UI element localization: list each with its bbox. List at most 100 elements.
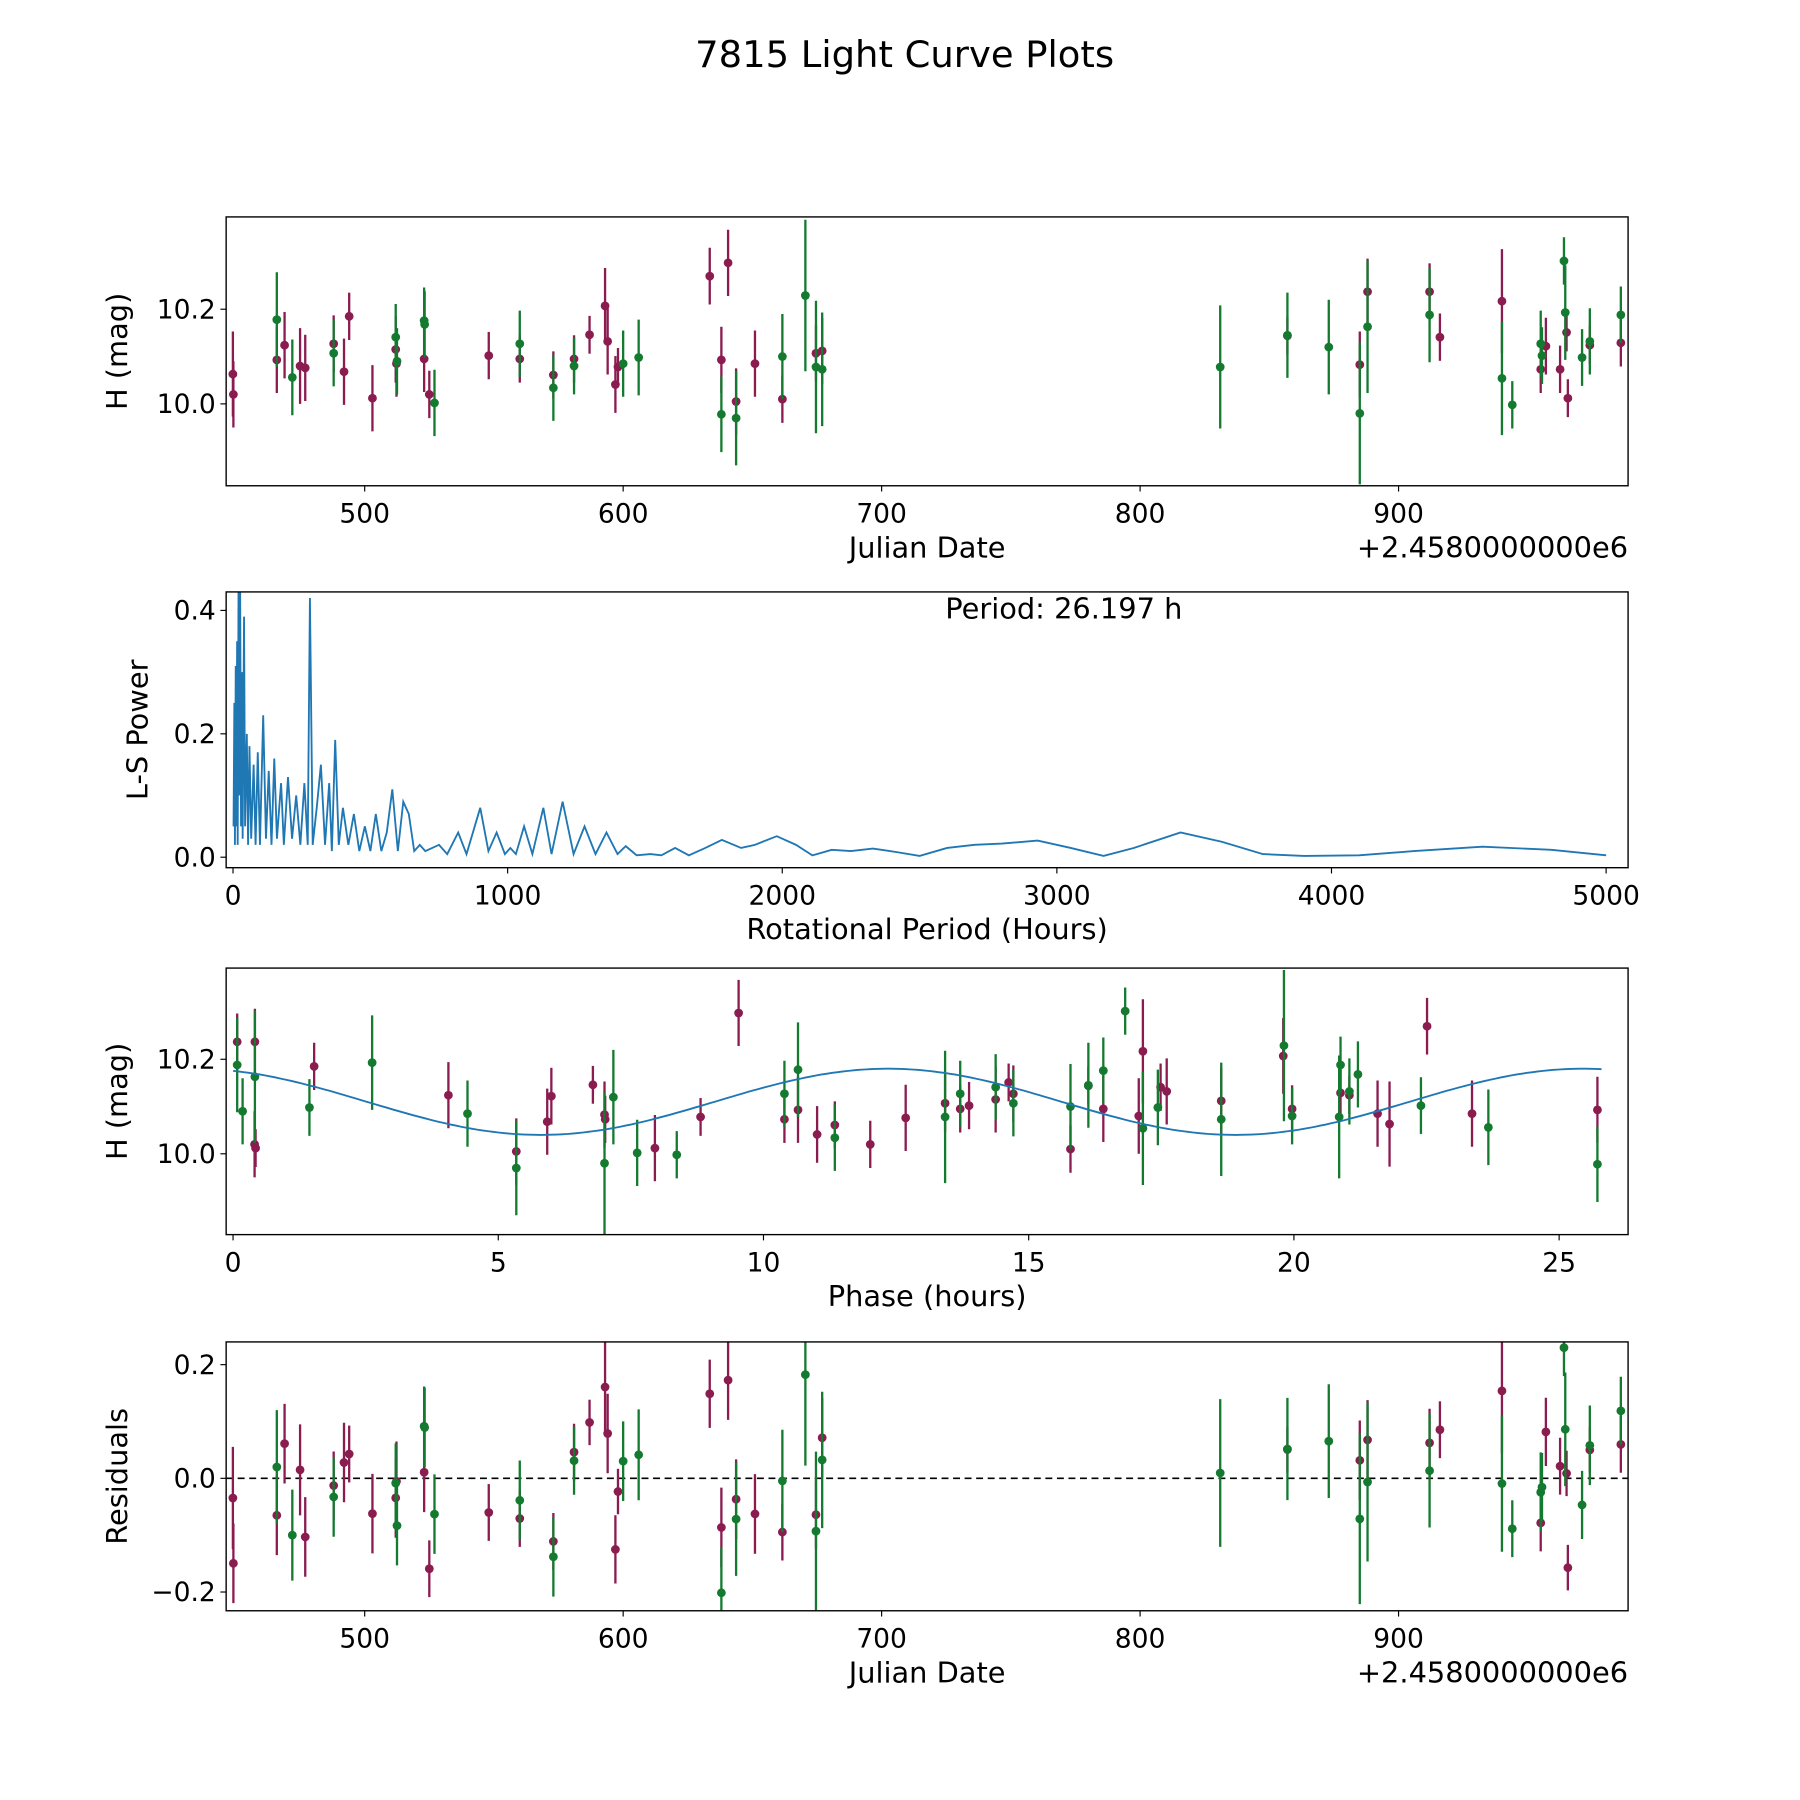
data-point xyxy=(1098,1104,1108,1114)
data-point xyxy=(800,1370,810,1380)
axes-frame xyxy=(225,591,1629,869)
data-point xyxy=(793,1065,803,1075)
data-point xyxy=(1120,1006,1130,1016)
data-point xyxy=(817,364,827,374)
data-point xyxy=(430,398,439,408)
y-axis-label: L-S Power xyxy=(121,659,155,800)
data-point xyxy=(1345,1087,1354,1096)
data-point xyxy=(1507,400,1517,410)
data-point xyxy=(1483,1122,1493,1132)
x-offset-text: +2.4580000000e6 xyxy=(1357,530,1628,564)
x-tick-label: 25 xyxy=(1542,1248,1576,1279)
data-point xyxy=(300,363,310,373)
data-point xyxy=(368,393,377,403)
residuals-panel: 500 600 700 800 900 −0.2 0.0 0.2 Julian Date Resi… xyxy=(100,1341,1629,1689)
data-point xyxy=(1560,1424,1570,1434)
data-point xyxy=(634,353,644,362)
data-point xyxy=(1497,373,1507,383)
data-point xyxy=(672,1150,682,1160)
data-point xyxy=(1363,322,1372,332)
data-point xyxy=(696,1112,705,1122)
data-point xyxy=(716,1588,726,1598)
data-point xyxy=(716,355,726,365)
data-point xyxy=(419,1467,429,1477)
data-point xyxy=(777,1476,787,1486)
data-point xyxy=(1593,1105,1602,1115)
data-point xyxy=(901,1113,911,1123)
data-point xyxy=(964,1101,974,1110)
y-axis-label: H (mag) xyxy=(100,293,134,410)
data-point xyxy=(1324,1436,1334,1446)
data-point xyxy=(618,359,628,369)
data-point xyxy=(734,1008,743,1018)
y-tick-label: 0.2 xyxy=(174,1350,216,1381)
data-point xyxy=(865,1139,875,1149)
data-point xyxy=(1138,1046,1148,1056)
data-point xyxy=(420,319,430,329)
data-point xyxy=(800,291,810,300)
data-point xyxy=(1585,337,1595,346)
y-tick-label: 10.2 xyxy=(157,1045,216,1076)
periodogram-line xyxy=(232,591,1607,858)
data-point xyxy=(600,1158,609,1168)
data-point xyxy=(830,1133,840,1143)
x-tick-label: 900 xyxy=(1373,499,1424,530)
data-point xyxy=(392,1521,402,1530)
x-tick-label: 4000 xyxy=(1298,881,1365,912)
data-point xyxy=(1435,1425,1445,1435)
data-point xyxy=(817,1455,827,1465)
data-point xyxy=(511,1163,521,1173)
axes-frame xyxy=(225,967,1629,1236)
data-point xyxy=(1334,1112,1344,1122)
data-point xyxy=(1336,1060,1345,1070)
data-point xyxy=(1422,1021,1432,1031)
data-point xyxy=(444,1090,453,1100)
data-point xyxy=(280,340,289,350)
data-point xyxy=(1083,1080,1093,1090)
data-point xyxy=(1066,1144,1075,1154)
data-point xyxy=(618,1456,628,1466)
data-point xyxy=(344,1449,354,1459)
data-point xyxy=(1536,339,1546,349)
data-point xyxy=(991,1082,1001,1092)
data-point xyxy=(1435,332,1445,342)
data-point xyxy=(1577,353,1587,362)
data-point xyxy=(1008,1098,1018,1108)
plot-area xyxy=(226,1341,1629,1611)
data-point xyxy=(287,372,297,382)
x-offset-text: +2.4580000000e6 xyxy=(1357,1655,1628,1689)
data-point xyxy=(1616,1406,1626,1416)
periodogram-panel: 0 1000 2000 3000 4000 5000 0.0 0.2 0.4 Rotational… xyxy=(121,591,1640,946)
x-tick-label: 800 xyxy=(1115,499,1166,530)
data-point xyxy=(391,1478,401,1488)
x-tick-label: 700 xyxy=(856,1624,907,1655)
y-tick-label: 10.0 xyxy=(157,1139,216,1170)
data-point xyxy=(238,1106,247,1116)
data-point xyxy=(305,1103,314,1112)
data-point xyxy=(548,383,558,393)
data-point xyxy=(419,354,429,364)
y-axis-label: Residuals xyxy=(100,1408,134,1545)
data-point xyxy=(1287,1111,1297,1121)
data-point xyxy=(339,367,349,377)
x-axis-label: Phase (hours) xyxy=(828,1279,1027,1313)
data-point xyxy=(1416,1101,1426,1110)
x-axis-label: Julian Date xyxy=(847,1655,1006,1689)
data-point xyxy=(367,1058,377,1067)
data-point xyxy=(430,1509,439,1519)
x-tick-label: 800 xyxy=(1115,1624,1166,1655)
x-tick-label: 20 xyxy=(1277,1248,1311,1279)
data-point xyxy=(484,351,494,360)
data-point xyxy=(1363,1477,1372,1487)
x-tick-label: 500 xyxy=(339,1624,390,1655)
data-point xyxy=(1216,1114,1226,1124)
data-point xyxy=(611,1545,620,1554)
data-point xyxy=(585,1418,594,1427)
data-point xyxy=(228,1493,238,1503)
data-point xyxy=(716,409,726,419)
data-point xyxy=(569,1456,579,1466)
data-point xyxy=(515,339,525,349)
x-tick-label: 1000 xyxy=(474,881,541,912)
data-point xyxy=(392,356,402,366)
